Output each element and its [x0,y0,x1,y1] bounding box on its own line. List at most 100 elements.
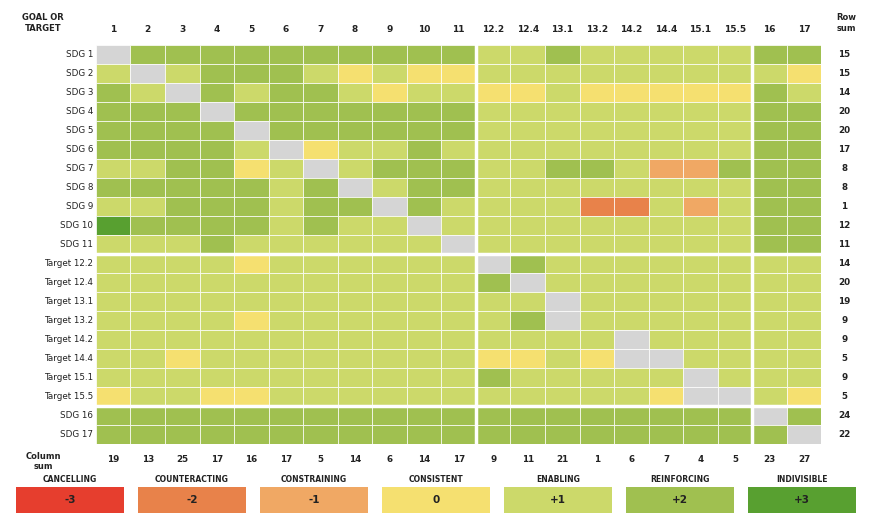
Bar [753,235,787,254]
Bar [131,64,165,82]
Bar [200,311,234,330]
Bar [787,140,821,159]
Bar [545,45,580,64]
Text: 27: 27 [798,455,810,465]
Bar [718,425,753,444]
Bar [407,102,441,121]
Bar [16,487,124,513]
Bar [303,291,337,311]
Bar [337,254,372,272]
Bar [753,140,787,159]
Text: CANCELLING: CANCELLING [43,475,97,484]
Bar [200,291,234,311]
Bar [441,82,476,102]
Bar [441,64,476,82]
Bar [303,159,337,177]
Bar [234,368,269,386]
Text: 8: 8 [352,25,358,34]
Bar [407,159,441,177]
Bar [753,311,787,330]
Bar [165,102,200,121]
Bar [787,235,821,254]
Bar [407,368,441,386]
Text: Target 13.1: Target 13.1 [44,297,93,306]
Bar [753,216,787,235]
Bar [96,102,131,121]
Bar [200,386,234,406]
Bar [684,45,718,64]
Bar [718,368,753,386]
Bar [303,311,337,330]
Bar [337,121,372,140]
Bar [441,140,476,159]
Bar [580,159,614,177]
Bar [718,177,753,197]
Bar [200,425,234,444]
Bar [614,45,649,64]
Bar [96,82,131,102]
Bar [96,159,131,177]
Bar [337,102,372,121]
Bar [441,45,476,64]
Bar [545,82,580,102]
Bar [407,311,441,330]
Bar [372,82,407,102]
Text: Target 15.1: Target 15.1 [44,373,93,382]
Bar [718,330,753,349]
Bar [234,349,269,368]
Text: ENABLING: ENABLING [536,475,580,484]
Bar [200,159,234,177]
Bar [269,235,303,254]
Bar [718,197,753,216]
Bar [545,216,580,235]
Bar [684,368,718,386]
Bar [718,291,753,311]
Bar [303,140,337,159]
Bar [476,425,510,444]
Text: 3: 3 [179,25,186,34]
Bar [649,254,684,272]
Text: 20: 20 [838,107,850,116]
Bar [303,368,337,386]
Bar [787,82,821,102]
Bar [787,121,821,140]
Bar [476,102,510,121]
Bar [510,254,545,272]
Text: COUNTERACTING: COUNTERACTING [155,475,228,484]
Bar [382,487,490,513]
Bar [372,140,407,159]
Bar [269,45,303,64]
Bar [96,140,131,159]
Bar [545,368,580,386]
Text: 4: 4 [698,455,704,465]
Bar [614,82,649,102]
Bar [580,216,614,235]
Text: 9: 9 [841,373,848,382]
Text: 23: 23 [764,455,776,465]
Bar [131,291,165,311]
Text: CONSTRAINING: CONSTRAINING [281,475,347,484]
Text: 22: 22 [838,429,850,438]
Bar [131,45,165,64]
Bar [580,425,614,444]
Bar [718,235,753,254]
Bar [407,235,441,254]
Bar [234,82,269,102]
Bar [649,82,684,102]
Bar [441,159,476,177]
Bar [337,330,372,349]
Bar [200,45,234,64]
Bar [718,216,753,235]
Bar [753,291,787,311]
Text: 8: 8 [841,183,848,192]
Bar [580,102,614,121]
Bar [234,425,269,444]
Bar [649,386,684,406]
Bar [441,197,476,216]
Bar [718,406,753,425]
Text: 6: 6 [283,25,289,34]
Text: 19: 19 [838,297,850,306]
Bar [234,197,269,216]
Bar [269,386,303,406]
Bar [269,121,303,140]
